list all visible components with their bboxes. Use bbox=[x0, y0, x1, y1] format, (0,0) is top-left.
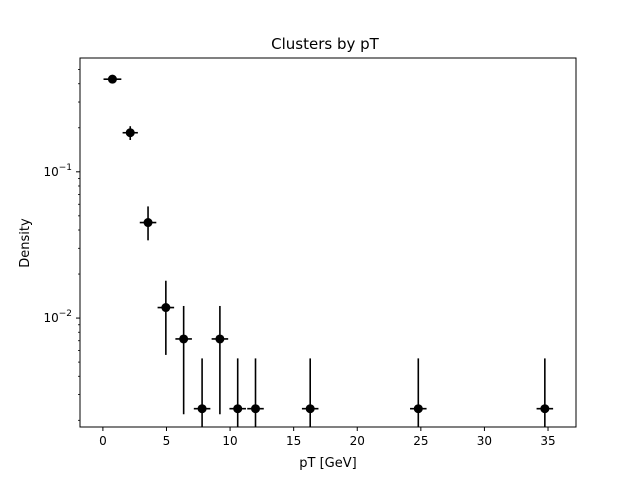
data-marker bbox=[143, 218, 153, 228]
data-marker bbox=[161, 303, 171, 313]
data-marker bbox=[197, 404, 207, 414]
data-marker bbox=[233, 404, 243, 414]
data-point bbox=[157, 280, 175, 355]
data-point bbox=[175, 305, 192, 415]
data-point bbox=[536, 358, 554, 427]
x-tick-label: 20 bbox=[350, 434, 365, 448]
data-point bbox=[410, 358, 427, 427]
x-tick-label: 30 bbox=[477, 434, 492, 448]
data-marker bbox=[107, 74, 117, 84]
y-axis-label: Density bbox=[18, 218, 33, 268]
plot-area bbox=[80, 58, 576, 427]
x-tick-label: 0 bbox=[99, 434, 107, 448]
data-point bbox=[122, 126, 138, 141]
x-tick-label: 35 bbox=[540, 434, 555, 448]
data-marker bbox=[413, 404, 423, 414]
x-tick-label: 10 bbox=[222, 434, 237, 448]
x-tick-label: 5 bbox=[163, 434, 171, 448]
data-marker bbox=[540, 404, 550, 414]
x-axis-label: pT [GeV] bbox=[299, 456, 356, 471]
data-marker bbox=[251, 404, 261, 414]
data-point bbox=[301, 358, 319, 427]
plot-frame bbox=[79, 57, 577, 428]
x-tick-label: 25 bbox=[413, 434, 428, 448]
data-point bbox=[247, 358, 264, 427]
y-tick-label: 10−1 bbox=[43, 163, 72, 179]
data-marker bbox=[215, 334, 225, 344]
data-marker bbox=[125, 128, 135, 138]
data-point bbox=[211, 305, 229, 415]
data-point bbox=[103, 74, 122, 84]
y-tick-label: 10−2 bbox=[43, 309, 72, 325]
data-point bbox=[193, 358, 211, 427]
data-marker bbox=[179, 334, 189, 344]
data-point bbox=[139, 206, 157, 241]
x-tick-label: 15 bbox=[286, 434, 301, 448]
data-point bbox=[229, 358, 246, 427]
x-axis-ticks: 0 5 10 15 20 25 30 35 bbox=[99, 427, 556, 448]
data-marker bbox=[305, 404, 315, 414]
data-layer bbox=[103, 74, 554, 427]
chart-title: Clusters by pT bbox=[271, 35, 380, 53]
